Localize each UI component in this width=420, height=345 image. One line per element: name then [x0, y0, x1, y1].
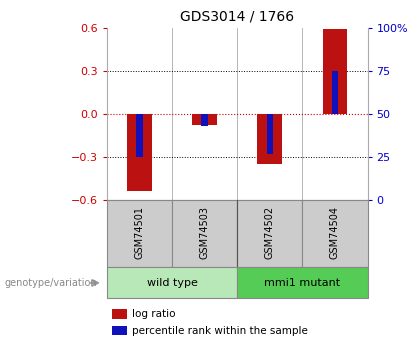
FancyBboxPatch shape	[107, 267, 237, 298]
FancyBboxPatch shape	[107, 200, 172, 267]
Bar	[192, 114, 217, 125]
Text: log ratio: log ratio	[132, 309, 175, 319]
Text: GSM74504: GSM74504	[330, 206, 340, 259]
Text: GSM74503: GSM74503	[200, 206, 210, 259]
FancyBboxPatch shape	[237, 267, 368, 298]
Bar	[112, 309, 127, 319]
Text: GSM74502: GSM74502	[265, 206, 275, 259]
Text: GSM74501: GSM74501	[135, 206, 144, 259]
FancyBboxPatch shape	[237, 200, 302, 267]
Bar	[136, 114, 143, 157]
Bar	[323, 29, 347, 114]
Bar	[332, 71, 338, 114]
FancyBboxPatch shape	[302, 200, 368, 267]
Text: genotype/variation: genotype/variation	[4, 278, 97, 288]
Bar	[127, 114, 152, 191]
Title: GDS3014 / 1766: GDS3014 / 1766	[180, 10, 294, 24]
Text: wild type: wild type	[147, 278, 198, 288]
FancyBboxPatch shape	[172, 200, 237, 267]
Bar	[257, 114, 282, 164]
Text: percentile rank within the sample: percentile rank within the sample	[132, 326, 308, 335]
Bar	[267, 114, 273, 154]
Bar	[112, 326, 127, 335]
Bar	[202, 114, 208, 126]
Text: mmi1 mutant: mmi1 mutant	[264, 278, 341, 288]
